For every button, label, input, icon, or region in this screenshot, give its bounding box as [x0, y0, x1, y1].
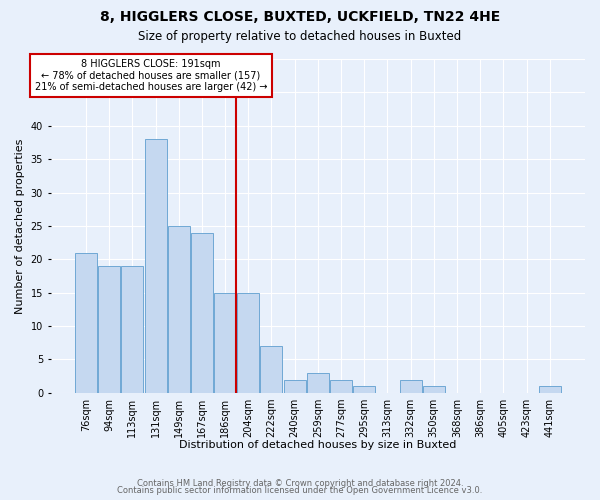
Bar	[284, 380, 305, 393]
Bar	[423, 386, 445, 393]
Bar	[400, 380, 422, 393]
Text: Contains HM Land Registry data © Crown copyright and database right 2024.: Contains HM Land Registry data © Crown c…	[137, 478, 463, 488]
Bar	[353, 386, 375, 393]
Text: Size of property relative to detached houses in Buxted: Size of property relative to detached ho…	[139, 30, 461, 43]
Bar	[75, 252, 97, 393]
Y-axis label: Number of detached properties: Number of detached properties	[15, 138, 25, 314]
Bar	[539, 386, 561, 393]
Bar	[307, 373, 329, 393]
Bar	[214, 292, 236, 393]
Bar	[168, 226, 190, 393]
Text: 8 HIGGLERS CLOSE: 191sqm
← 78% of detached houses are smaller (157)
21% of semi-: 8 HIGGLERS CLOSE: 191sqm ← 78% of detach…	[35, 59, 267, 92]
Bar	[260, 346, 283, 393]
Bar	[121, 266, 143, 393]
X-axis label: Distribution of detached houses by size in Buxted: Distribution of detached houses by size …	[179, 440, 457, 450]
Text: Contains public sector information licensed under the Open Government Licence v3: Contains public sector information licen…	[118, 486, 482, 495]
Bar	[98, 266, 120, 393]
Bar	[330, 380, 352, 393]
Bar	[191, 232, 213, 393]
Bar	[237, 292, 259, 393]
Bar	[145, 139, 167, 393]
Text: 8, HIGGLERS CLOSE, BUXTED, UCKFIELD, TN22 4HE: 8, HIGGLERS CLOSE, BUXTED, UCKFIELD, TN2…	[100, 10, 500, 24]
